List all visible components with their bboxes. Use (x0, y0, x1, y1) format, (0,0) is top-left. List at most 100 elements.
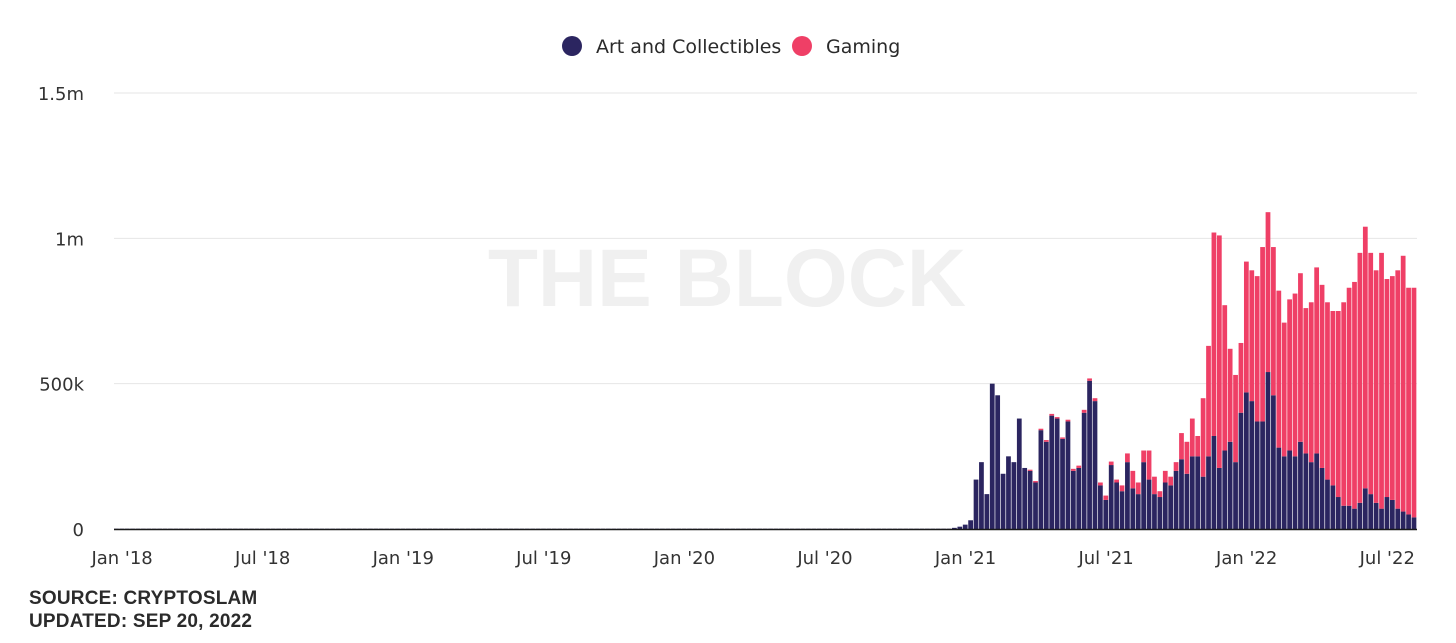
legend-swatch-gaming (792, 36, 812, 56)
bar-art (1157, 497, 1163, 529)
bar-gaming (1254, 276, 1260, 422)
bar-gaming (1065, 419, 1071, 422)
bar-art (1173, 470, 1179, 529)
bar-gaming (1243, 261, 1249, 393)
bar-gaming (1352, 281, 1357, 509)
bar-gaming (1125, 453, 1130, 463)
bar-art (1411, 517, 1417, 529)
bar-gaming (1043, 440, 1049, 442)
bar-art (1406, 514, 1411, 529)
legend-swatch-art (562, 36, 582, 56)
bar-art (968, 520, 974, 529)
bar-art (1400, 511, 1406, 529)
bar-art (1103, 499, 1109, 529)
bar-art (1184, 473, 1190, 529)
bar-gaming (1222, 305, 1228, 451)
bar-art (1352, 508, 1357, 529)
bars (114, 212, 1417, 529)
bar-art (1395, 508, 1401, 529)
bar-art (1114, 482, 1119, 529)
bar-art (1081, 412, 1087, 529)
bar-art (1238, 412, 1244, 529)
bar-gaming (1211, 232, 1217, 436)
bar-gaming (1389, 276, 1395, 500)
bar-art (1362, 488, 1368, 529)
bar-gaming (1298, 273, 1303, 442)
bar-gaming (1092, 398, 1098, 402)
bar-art (1065, 421, 1071, 529)
bar-gaming (1119, 485, 1125, 492)
bar-art (989, 383, 995, 529)
bar-art (1211, 435, 1217, 529)
bar-art (1011, 462, 1017, 529)
source-label: SOURCE: CRYPTOSLAM (29, 588, 258, 609)
bar-art (1179, 459, 1184, 529)
bar-art (1314, 453, 1320, 529)
bar-gaming (1335, 311, 1341, 498)
bar-art (1265, 372, 1271, 529)
bar-gaming (1141, 450, 1147, 463)
bar-art (1276, 447, 1282, 529)
bar-gaming (1330, 311, 1336, 486)
bar-art (979, 462, 984, 529)
bar-gaming (1098, 482, 1103, 486)
bar-art (1222, 450, 1228, 529)
legend-label-gaming: Gaming (826, 36, 900, 58)
x-tick-label: Jan '21 (934, 548, 996, 569)
bar-art (1308, 462, 1314, 529)
bar-art (1146, 479, 1152, 529)
bar-gaming (1168, 476, 1174, 486)
bar-gaming (1292, 293, 1298, 457)
bar-gaming (1346, 287, 1352, 506)
bar-gaming (1087, 378, 1092, 381)
bar-gaming (1135, 482, 1141, 495)
bar-gaming (1341, 302, 1347, 506)
bar-gaming (1265, 212, 1271, 373)
bar-art (952, 527, 957, 529)
bar-gaming (1373, 270, 1379, 503)
bar-art (962, 524, 968, 529)
bar-gaming (1303, 308, 1309, 454)
bar-gaming (1103, 495, 1109, 500)
bar-gaming (1038, 428, 1044, 431)
bar-gaming (1319, 284, 1325, 468)
bar-art (1076, 467, 1082, 529)
bar-art (1346, 505, 1352, 529)
bar-gaming (1260, 247, 1265, 422)
bar-art (1038, 430, 1044, 529)
bar-art (1260, 421, 1265, 529)
bar-gaming (1308, 302, 1314, 463)
bar-art (1043, 441, 1049, 529)
bar-art (1092, 401, 1098, 529)
bar-art (1271, 395, 1276, 529)
bar-art (984, 494, 990, 529)
bar-art (1033, 482, 1038, 529)
bar-art (1130, 488, 1136, 529)
y-axis-labels: 0 500k 1m 1.5m (38, 84, 85, 541)
bar-art (1373, 502, 1379, 529)
bar-gaming (1325, 302, 1330, 480)
bar-art (1162, 482, 1168, 529)
bar-art (1335, 497, 1341, 529)
bar-gaming (1049, 413, 1055, 416)
x-tick-label: Jul '19 (515, 548, 571, 569)
bar-gaming (1379, 252, 1384, 509)
x-tick-label: Jan '22 (1215, 548, 1277, 569)
bar-gaming (1146, 450, 1152, 480)
legend: Art and Collectibles Gaming (562, 36, 900, 58)
bar-art (1206, 456, 1211, 529)
bar-gaming (1081, 409, 1087, 413)
x-tick-label: Jul '20 (796, 548, 852, 569)
bar-gaming (1233, 374, 1238, 463)
bar-gaming (1027, 469, 1033, 471)
bar-art (1125, 462, 1130, 529)
bar-gaming (1076, 465, 1082, 468)
bar-art (1054, 418, 1060, 529)
bar-gaming (1184, 441, 1190, 474)
bar-art (1000, 473, 1006, 529)
bar-gaming (1395, 270, 1401, 509)
bar-gaming (1070, 468, 1076, 471)
bar-art (1233, 462, 1238, 529)
bar-gaming (1227, 348, 1233, 442)
bar-art (1049, 415, 1055, 529)
